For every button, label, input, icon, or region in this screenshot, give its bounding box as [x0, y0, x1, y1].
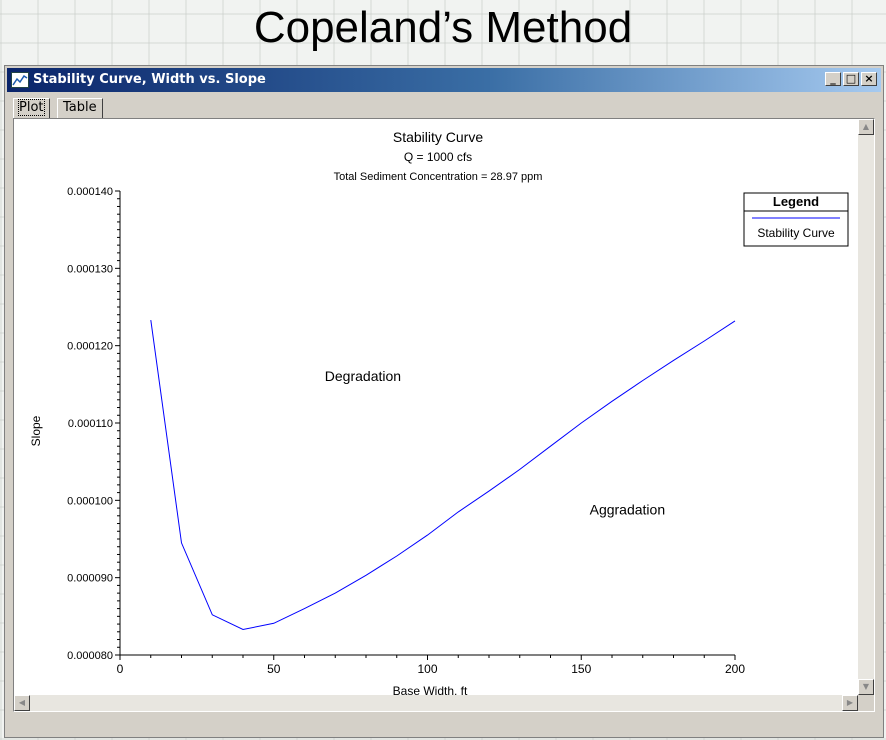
x-tick-label: 200: [725, 662, 745, 676]
stability-curve-line: [150, 320, 736, 631]
tab-table[interactable]: Table: [57, 98, 103, 119]
legend-entry-label: Stability Curve: [757, 226, 835, 240]
chart-title: Stability Curve: [393, 129, 483, 145]
y-tick-label: 0.000080: [67, 650, 113, 662]
maximize-button[interactable]: □: [843, 72, 859, 86]
scroll-left-arrow-icon[interactable]: ◀: [14, 695, 30, 711]
y-axis: 0.000080 0.000090 0.000100 0.000110 0.000120…: [67, 186, 121, 662]
y-tick-label: 0.000130: [67, 263, 113, 275]
chart-window: Stability Curve, Width vs. Slope _ □ × P…: [4, 65, 884, 738]
y-tick-label: 0.000100: [67, 495, 113, 507]
tab-plot-label: Plot: [18, 99, 45, 116]
x-tick-label: 100: [417, 662, 437, 676]
x-tick-label: 50: [267, 662, 281, 676]
window-title: Stability Curve, Width vs. Slope: [33, 72, 266, 87]
minimize-button[interactable]: _: [825, 72, 841, 86]
y-tick-label: 0.000110: [68, 418, 113, 430]
chart-subtitle-concentration: Total Sediment Concentration = 28.97 ppm: [334, 171, 543, 183]
window-titlebar[interactable]: Stability Curve, Width vs. Slope _ □ ×: [7, 68, 881, 92]
x-axis-label: Base Width, ft: [393, 684, 468, 695]
tab-plot[interactable]: Plot: [13, 98, 50, 119]
annotation-degradation: Degradation: [325, 368, 401, 384]
annotation-aggradation: Aggradation: [590, 501, 666, 517]
vertical-scrollbar[interactable]: ▲ ▼: [858, 119, 874, 695]
chart-window-icon: [11, 72, 29, 88]
legend: Legend Stability Curve: [743, 192, 849, 247]
slide-title: Copeland’s Method: [253, 3, 633, 52]
stability-chart: 0.000080 0.000090 0.000100 0.000110 0.000120…: [29, 129, 849, 695]
scroll-corner: [858, 695, 874, 711]
x-axis: 0 50 100 150 200: [117, 654, 745, 676]
y-tick-label: 0.000140: [67, 186, 113, 198]
plot-panel: 0.000080 0.000090 0.000100 0.000110 0.000120…: [13, 118, 875, 712]
x-tick-label: 150: [571, 662, 591, 676]
scroll-down-arrow-icon[interactable]: ▼: [858, 679, 874, 695]
scroll-right-arrow-icon[interactable]: ▶: [842, 695, 858, 711]
horizontal-scrollbar[interactable]: ◀ ▶: [14, 695, 858, 711]
close-button[interactable]: ×: [861, 72, 877, 86]
chart-subtitle-flow: Q = 1000 cfs: [404, 150, 472, 164]
y-tick-label: 0.000090: [67, 573, 113, 585]
legend-title: Legend: [773, 194, 819, 209]
y-tick-label: 0.000120: [67, 341, 113, 353]
y-axis-label: Slope: [29, 415, 43, 446]
x-tick-label: 0: [117, 662, 124, 676]
tab-table-label: Table: [63, 100, 97, 115]
scroll-up-arrow-icon[interactable]: ▲: [858, 119, 874, 135]
